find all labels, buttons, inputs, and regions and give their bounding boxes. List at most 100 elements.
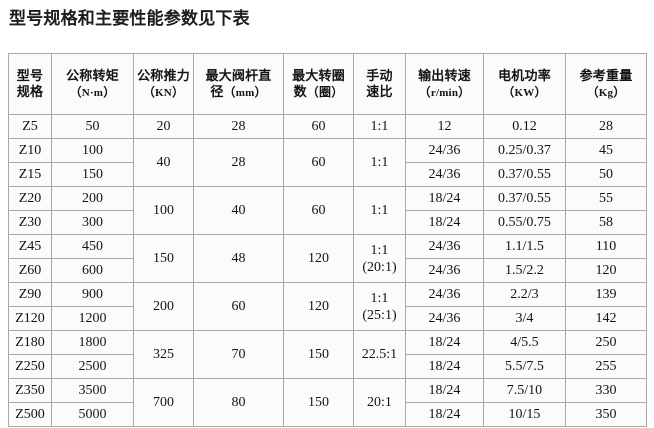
cell-nominal-thrust: 200 <box>133 282 194 331</box>
cell-reference-weight: 255 <box>565 354 647 379</box>
table-row: Z120 1200 24/36 3/4 142 <box>8 306 647 331</box>
cell-model: Z120 <box>8 306 52 331</box>
cell-reference-weight: 50 <box>565 162 647 187</box>
cell-motor-power: 1.5/2.2 <box>483 258 566 283</box>
column-header-line1: 最大阀杆直 <box>205 67 272 83</box>
cell-output-speed: 18/24 <box>405 186 484 211</box>
page-title: 型号规格和主要性能参数见下表 <box>9 9 250 28</box>
cell-max-turns: 60 <box>283 114 354 139</box>
column-header-3: 最大阀杆直 径（mm） <box>193 53 284 115</box>
cell-manual-speed-ratio: 22.5:1 <box>353 330 406 379</box>
cell-nominal-torque: 50 <box>51 114 134 139</box>
cell-output-speed: 24/36 <box>405 234 484 259</box>
column-header-4: 最大转圈 数（圈） <box>283 53 354 115</box>
cell-output-speed: 24/36 <box>405 162 484 187</box>
cell-output-speed: 24/36 <box>405 258 484 283</box>
cell-motor-power: 0.37/0.55 <box>483 186 566 211</box>
spec-table-head: 型号 规格 公称转矩 （N·m） 公称推力 （KN） 最大阀杆直 径（mm） 最大转圈 数（圈）手… <box>8 53 647 115</box>
cell-output-speed: 18/24 <box>405 402 484 427</box>
cell-model: Z30 <box>8 210 52 235</box>
cell-output-speed: 24/36 <box>405 306 484 331</box>
cell-motor-power: 0.25/0.37 <box>483 138 566 163</box>
column-header-1: 公称转矩 （N·m） <box>51 53 134 115</box>
cell-motor-power: 5.5/7.5 <box>483 354 566 379</box>
cell-output-speed: 12 <box>405 114 484 139</box>
table-row: Z500 5000 18/24 10/15 350 <box>8 402 647 427</box>
column-header-unit: （r/min） <box>418 84 471 99</box>
cell-reference-weight: 139 <box>565 282 647 307</box>
cell-reference-weight: 330 <box>565 378 647 403</box>
column-header-line1: 手动 <box>366 68 393 83</box>
cell-model: Z180 <box>8 330 52 355</box>
cell-nominal-thrust: 700 <box>133 378 194 427</box>
table-row: Z15 150 24/36 0.37/0.55 50 <box>8 162 647 187</box>
column-header-line2: 径（mm） <box>210 83 267 99</box>
cell-max-stem-diameter: 28 <box>193 138 284 187</box>
table-row: Z90 900 200 60 120 1:1 (25:1) 24/36 2.2/3 139 <box>8 282 647 331</box>
column-header-5: 手动 速比 <box>353 53 406 115</box>
cell-manual-speed-ratio: 1:1 (25:1) <box>353 282 406 331</box>
cell-reference-weight: 45 <box>565 138 647 163</box>
table-row: Z60 600 24/36 1.5/2.2 120 <box>8 258 647 283</box>
column-header-line1: 输出转速 <box>418 67 471 83</box>
cell-max-stem-diameter: 60 <box>193 282 284 331</box>
cell-nominal-thrust: 150 <box>133 234 194 283</box>
cell-nominal-torque: 450 <box>51 234 134 259</box>
table-row: Z5 50 20 28 60 1:1 12 0.12 28 <box>8 114 647 139</box>
cell-reference-weight: 120 <box>565 258 647 283</box>
column-header-line1: 电机功率 <box>498 67 551 83</box>
cell-max-stem-diameter: 80 <box>193 378 284 427</box>
cell-nominal-thrust: 325 <box>133 330 194 379</box>
cell-model: Z15 <box>8 162 52 187</box>
cell-motor-power: 0.55/0.75 <box>483 210 566 235</box>
column-header-0: 型号 规格 <box>8 53 52 115</box>
cell-reference-weight: 350 <box>565 402 647 427</box>
column-header-unit: （N·m） <box>69 84 116 99</box>
cell-reference-weight: 142 <box>565 306 647 331</box>
cell-nominal-torque: 900 <box>51 282 134 307</box>
cell-nominal-thrust: 20 <box>133 114 194 139</box>
table-row: Z350 3500 700 80 150 20:1 18/24 7.5/10 330 <box>8 378 647 427</box>
spec-table-container: 型号 规格 公称转矩 （N·m） 公称推力 （KN） 最大阀杆直 径（mm） 最大转圈 数（圈）手… <box>8 53 647 427</box>
cell-model: Z350 <box>8 378 52 403</box>
cell-model: Z60 <box>8 258 52 283</box>
cell-reference-weight: 110 <box>565 234 647 259</box>
column-header-line1: 最大转圈 <box>292 68 345 83</box>
cell-model: Z20 <box>8 186 52 211</box>
cell-max-turns: 120 <box>283 282 354 331</box>
cell-max-turns: 150 <box>283 330 354 379</box>
cell-model: Z250 <box>8 354 52 379</box>
column-header-2: 公称推力 （KN） <box>133 53 194 115</box>
cell-max-turns: 60 <box>283 138 354 187</box>
cell-motor-power: 0.37/0.55 <box>483 162 566 187</box>
cell-output-speed: 18/24 <box>405 378 484 403</box>
column-header-7: 电机功率 （KW） <box>483 53 566 115</box>
column-header-8: 参考重量 （Kg） <box>565 53 647 115</box>
cell-motor-power: 2.2/3 <box>483 282 566 307</box>
cell-model: Z10 <box>8 138 52 163</box>
column-header-line2: 速比 <box>366 84 393 99</box>
cell-reference-weight: 28 <box>565 114 647 139</box>
table-row: Z30 300 18/24 0.55/0.75 58 <box>8 210 647 235</box>
cell-max-stem-diameter: 70 <box>193 330 284 379</box>
header-row: 型号 规格 公称转矩 （N·m） 公称推力 （KN） 最大阀杆直 径（mm） 最大转圈 数（圈）手… <box>8 53 647 115</box>
cell-nominal-torque: 1200 <box>51 306 134 331</box>
cell-manual-speed-ratio: 1:1 <box>353 138 406 187</box>
column-header-unit: （Kg） <box>586 84 626 99</box>
cell-manual-speed-ratio: 1:1 <box>353 114 406 139</box>
cell-nominal-torque: 300 <box>51 210 134 235</box>
cell-nominal-thrust: 100 <box>133 186 194 235</box>
cell-model: Z90 <box>8 282 52 307</box>
column-header-line2: 数（圈） <box>293 84 344 99</box>
cell-max-turns: 150 <box>283 378 354 427</box>
table-row: Z45 450 150 48 120 1:1 (20:1) 24/36 1.1/1.5 110 <box>8 234 647 283</box>
column-header-line1: 参考重量 <box>579 67 633 83</box>
cell-nominal-torque: 100 <box>51 138 134 163</box>
cell-motor-power: 3/4 <box>483 306 566 331</box>
column-header-unit: （KN） <box>142 84 185 99</box>
cell-manual-speed-ratio: 1:1 (20:1) <box>353 234 406 283</box>
cell-max-turns: 120 <box>283 234 354 283</box>
cell-model: Z500 <box>8 402 52 427</box>
cell-motor-power: 0.12 <box>483 114 566 139</box>
